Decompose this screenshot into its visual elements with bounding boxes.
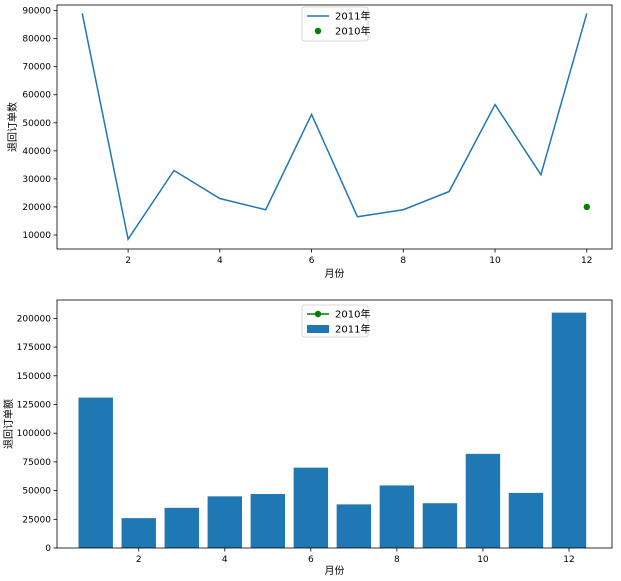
y-tick-label: 200000 [17, 314, 52, 324]
y-tick-label: 25000 [22, 515, 51, 525]
plot-frame [56, 299, 613, 549]
y-tick-label: 50000 [22, 487, 51, 497]
legend-item: 2011年 [307, 323, 370, 336]
y-tick-label: 100000 [17, 429, 52, 439]
legend-label: 2011年 [335, 10, 370, 23]
bar [207, 496, 242, 548]
x-tick-label: 10 [477, 555, 489, 565]
data-point [583, 203, 590, 211]
x-tick-label: 10 [489, 256, 501, 266]
bar [422, 503, 458, 548]
legend-bar-swatch [307, 325, 329, 333]
series-scatter-2 [583, 203, 590, 211]
x-axis: 2 4 6 8 10 12 [125, 249, 592, 266]
bar [164, 507, 199, 548]
y-tick-label: 0 [45, 544, 51, 554]
bar [121, 518, 156, 548]
series-line [81, 13, 588, 242]
x-tick-label: 4 [222, 555, 228, 565]
y-tick-label: 80000 [22, 35, 51, 45]
chart-2: 2 4 6 8 10 12 0 25000 50000 75000 100000 125000 1500… [2, 299, 613, 577]
x-tick-label: 12 [581, 256, 592, 266]
x-tick-label: 8 [394, 555, 400, 565]
bar [508, 492, 544, 548]
legend-label: 2010年 [335, 25, 370, 38]
y-tick-label: 60000 [22, 91, 51, 101]
legend-item: 2010年 [307, 308, 370, 321]
legend-item: 2010年 [314, 25, 370, 38]
y-tick-label: 10000 [22, 231, 51, 241]
legend: 2010年 2011年 [301, 304, 370, 338]
y-axis: 10000 20000 30000 40000 50000 60000 70000 80000… [22, 7, 57, 241]
y-tick-label: 30000 [22, 175, 51, 185]
y-tick-label: 20000 [22, 203, 51, 213]
y-tick-label: 150000 [17, 372, 52, 382]
x-axis-label: 月份 [325, 268, 345, 280]
bar [250, 494, 286, 548]
y-tick-label: 40000 [22, 147, 51, 157]
chart-1: 2 4 6 8 10 12 10000 20000 30000 40000 50000 60000 70… [6, 4, 613, 280]
y-axis: 0 25000 50000 75000 100000 125000 150000 175000… [17, 314, 57, 554]
y-tick-label: 125000 [17, 400, 52, 410]
y-tick-label: 70000 [22, 63, 51, 73]
y-axis-label: 退回订单额 [2, 399, 15, 449]
legend-marker-swatch [314, 27, 322, 35]
plot-frame [56, 4, 613, 250]
legend-marker-swatch [314, 310, 322, 318]
x-tick-label: 2 [136, 555, 142, 565]
x-tick-label: 12 [563, 555, 574, 565]
series-line-1 [81, 13, 588, 242]
x-tick-label: 4 [217, 256, 223, 266]
legend-label: 2011年 [335, 323, 370, 336]
x-axis: 2 4 6 8 10 12 [136, 548, 575, 565]
bar [551, 312, 587, 548]
y-tick-label: 175000 [17, 343, 52, 353]
bar [379, 485, 415, 548]
x-tick-label: 8 [400, 256, 406, 266]
legend-label: 2010年 [335, 308, 370, 321]
x-tick-label: 6 [308, 555, 314, 565]
y-tick-label: 90000 [22, 7, 51, 17]
x-tick-label: 2 [125, 256, 131, 266]
bar [78, 397, 113, 548]
bar [465, 453, 501, 548]
y-tick-label: 50000 [22, 119, 51, 129]
legend: 2011年 2010年 [301, 6, 370, 42]
x-tick-label: 6 [309, 256, 315, 266]
series-bar-2 [78, 312, 587, 548]
x-axis-label: 月份 [325, 565, 345, 577]
legend-item: 2011年 [307, 10, 370, 23]
bar [336, 504, 372, 548]
y-axis-label: 退回订单数 [6, 102, 19, 152]
bar [293, 467, 329, 548]
y-tick-label: 75000 [22, 458, 51, 468]
